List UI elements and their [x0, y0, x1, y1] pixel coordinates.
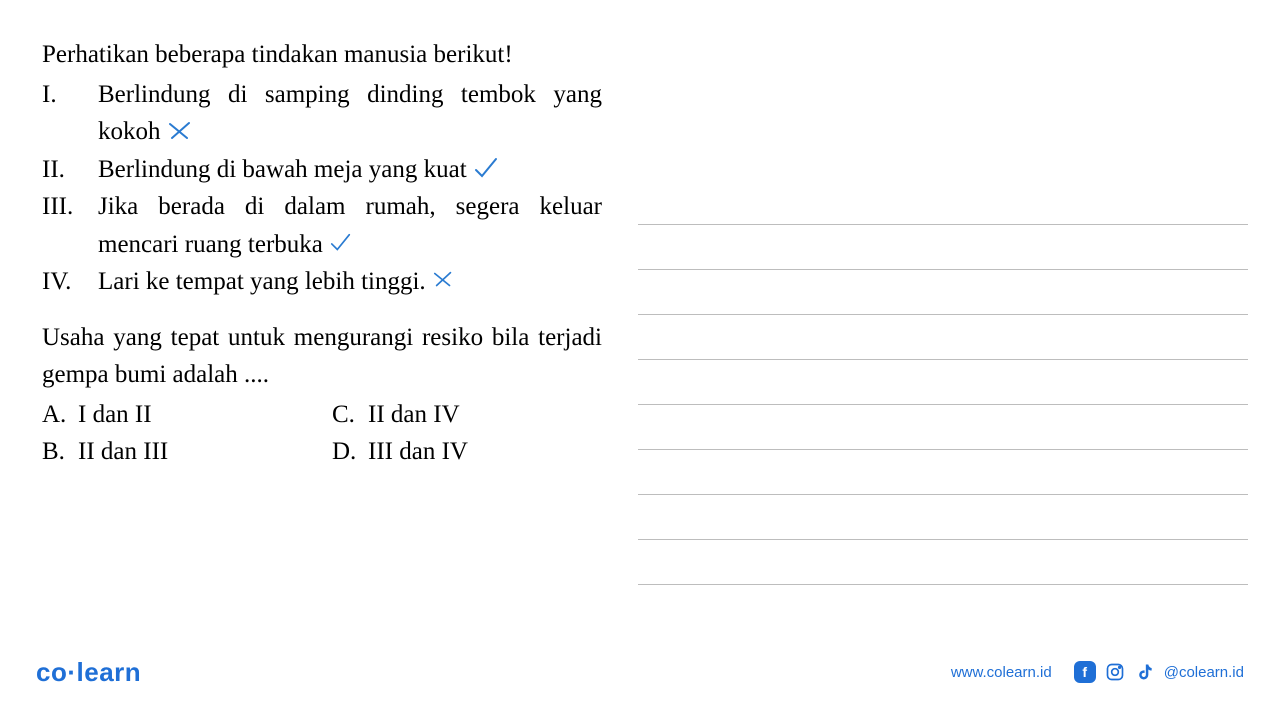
- facebook-icon: f: [1074, 661, 1096, 683]
- footer: co·learn www.colearn.id f @colearn.id: [0, 652, 1280, 692]
- roman-numeral: II.: [42, 151, 98, 189]
- question-block: Perhatikan beberapa tindakan manusia ber…: [42, 36, 602, 471]
- statement-text: Jika berada di dalam rumah, segera kelua…: [98, 188, 602, 263]
- statement-list: I. Berlindung di samping dinding tembok …: [42, 76, 602, 301]
- option-c: C. II dan IV: [332, 396, 602, 434]
- option-letter: C.: [332, 396, 368, 434]
- option-b: B. II dan III: [42, 433, 312, 471]
- logo-dot: ·: [67, 657, 76, 687]
- option-text: II dan III: [78, 433, 168, 471]
- statement-text: Berlindung di bawah meja yang kuat: [98, 151, 602, 189]
- ruled-line: [638, 450, 1248, 495]
- statement-item: I. Berlindung di samping dinding tembok …: [42, 76, 602, 151]
- option-a: A. I dan II: [42, 396, 312, 434]
- option-letter: A.: [42, 396, 78, 434]
- website-url: www.colearn.id: [951, 664, 1052, 681]
- question-stem: Usaha yang tepat untuk mengurangi resiko…: [42, 319, 602, 394]
- statement-text: Berlindung di samping dinding tembok yan…: [98, 76, 602, 151]
- answer-options: A. I dan II C. II dan IV B. II dan III D…: [42, 396, 602, 471]
- option-letter: D.: [332, 433, 368, 471]
- statement-item: IV. Lari ke tempat yang lebih tinggi.: [42, 263, 602, 301]
- ruled-line: [638, 315, 1248, 360]
- tiktok-icon: [1134, 661, 1156, 683]
- instagram-icon: [1104, 661, 1126, 683]
- option-text: I dan II: [78, 396, 152, 434]
- ruled-notebook-lines: [638, 180, 1248, 585]
- ruled-line: [638, 495, 1248, 540]
- roman-numeral: IV.: [42, 263, 98, 301]
- ruled-line: [638, 270, 1248, 315]
- statement-item: III. Jika berada di dalam rumah, segera …: [42, 188, 602, 263]
- ruled-line: [638, 405, 1248, 450]
- ruled-line: [638, 540, 1248, 585]
- logo-text: learn: [77, 657, 142, 687]
- roman-numeral: I.: [42, 76, 98, 151]
- cross-mark-icon: [167, 122, 193, 144]
- logo-text: co: [36, 657, 67, 687]
- ruled-line: [638, 360, 1248, 405]
- roman-numeral: III.: [42, 188, 98, 263]
- check-mark-icon: [473, 160, 499, 182]
- cross-mark-icon: [432, 272, 458, 294]
- option-d: D. III dan IV: [332, 433, 602, 471]
- check-mark-icon: [329, 235, 355, 257]
- option-letter: B.: [42, 433, 78, 471]
- ruled-line: [638, 180, 1248, 225]
- footer-right: www.colearn.id f @colearn.id: [951, 661, 1244, 683]
- brand-logo: co·learn: [36, 657, 141, 688]
- social-handle: @colearn.id: [1164, 664, 1244, 681]
- option-text: II dan IV: [368, 396, 460, 434]
- option-text: III dan IV: [368, 433, 468, 471]
- ruled-line: [638, 225, 1248, 270]
- statement-text: Lari ke tempat yang lebih tinggi.: [98, 263, 602, 301]
- social-icons: f @colearn.id: [1074, 661, 1244, 683]
- statement-item: II. Berlindung di bawah meja yang kuat: [42, 151, 602, 189]
- question-intro: Perhatikan beberapa tindakan manusia ber…: [42, 36, 602, 74]
